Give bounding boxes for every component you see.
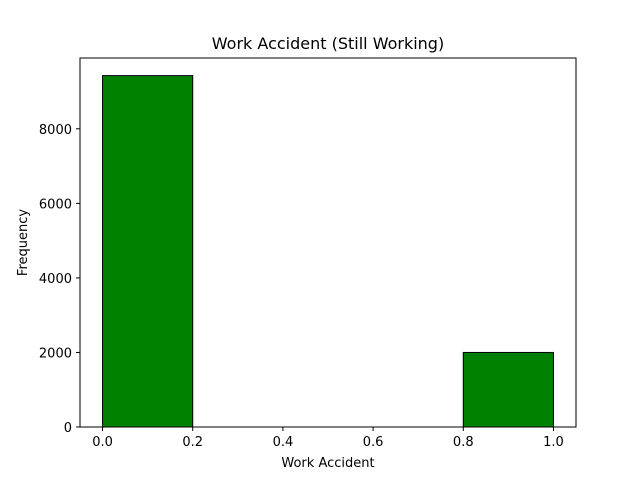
x-tick-label: 0.8 — [453, 435, 474, 450]
y-tick-label: 4000 — [39, 272, 72, 287]
y-axis-label: Frequency — [16, 209, 31, 276]
x-tick-label: 0.0 — [92, 435, 113, 450]
x-tick-label: 0.4 — [273, 435, 294, 450]
y-tick-label: 6000 — [39, 197, 72, 212]
chart-title: Work Accident (Still Working) — [212, 34, 444, 53]
x-tick-label: 0.2 — [182, 435, 203, 450]
y-tick-label: 0 — [64, 421, 72, 436]
x-tick-label: 0.6 — [363, 435, 384, 450]
histogram-bar-0 — [102, 75, 194, 428]
axes-frame — [79, 57, 577, 428]
y-tick-label: 2000 — [39, 346, 72, 361]
x-tick-label: 1.0 — [543, 435, 564, 450]
histogram-bar-4 — [462, 351, 554, 428]
plot-area: 0.0 0.2 0.4 0.6 0.8 1.0 0 2000 4000 6000 8000 — [39, 57, 577, 450]
x-axis-label: Work Accident — [281, 456, 374, 471]
y-tick-label: 8000 — [39, 123, 72, 138]
